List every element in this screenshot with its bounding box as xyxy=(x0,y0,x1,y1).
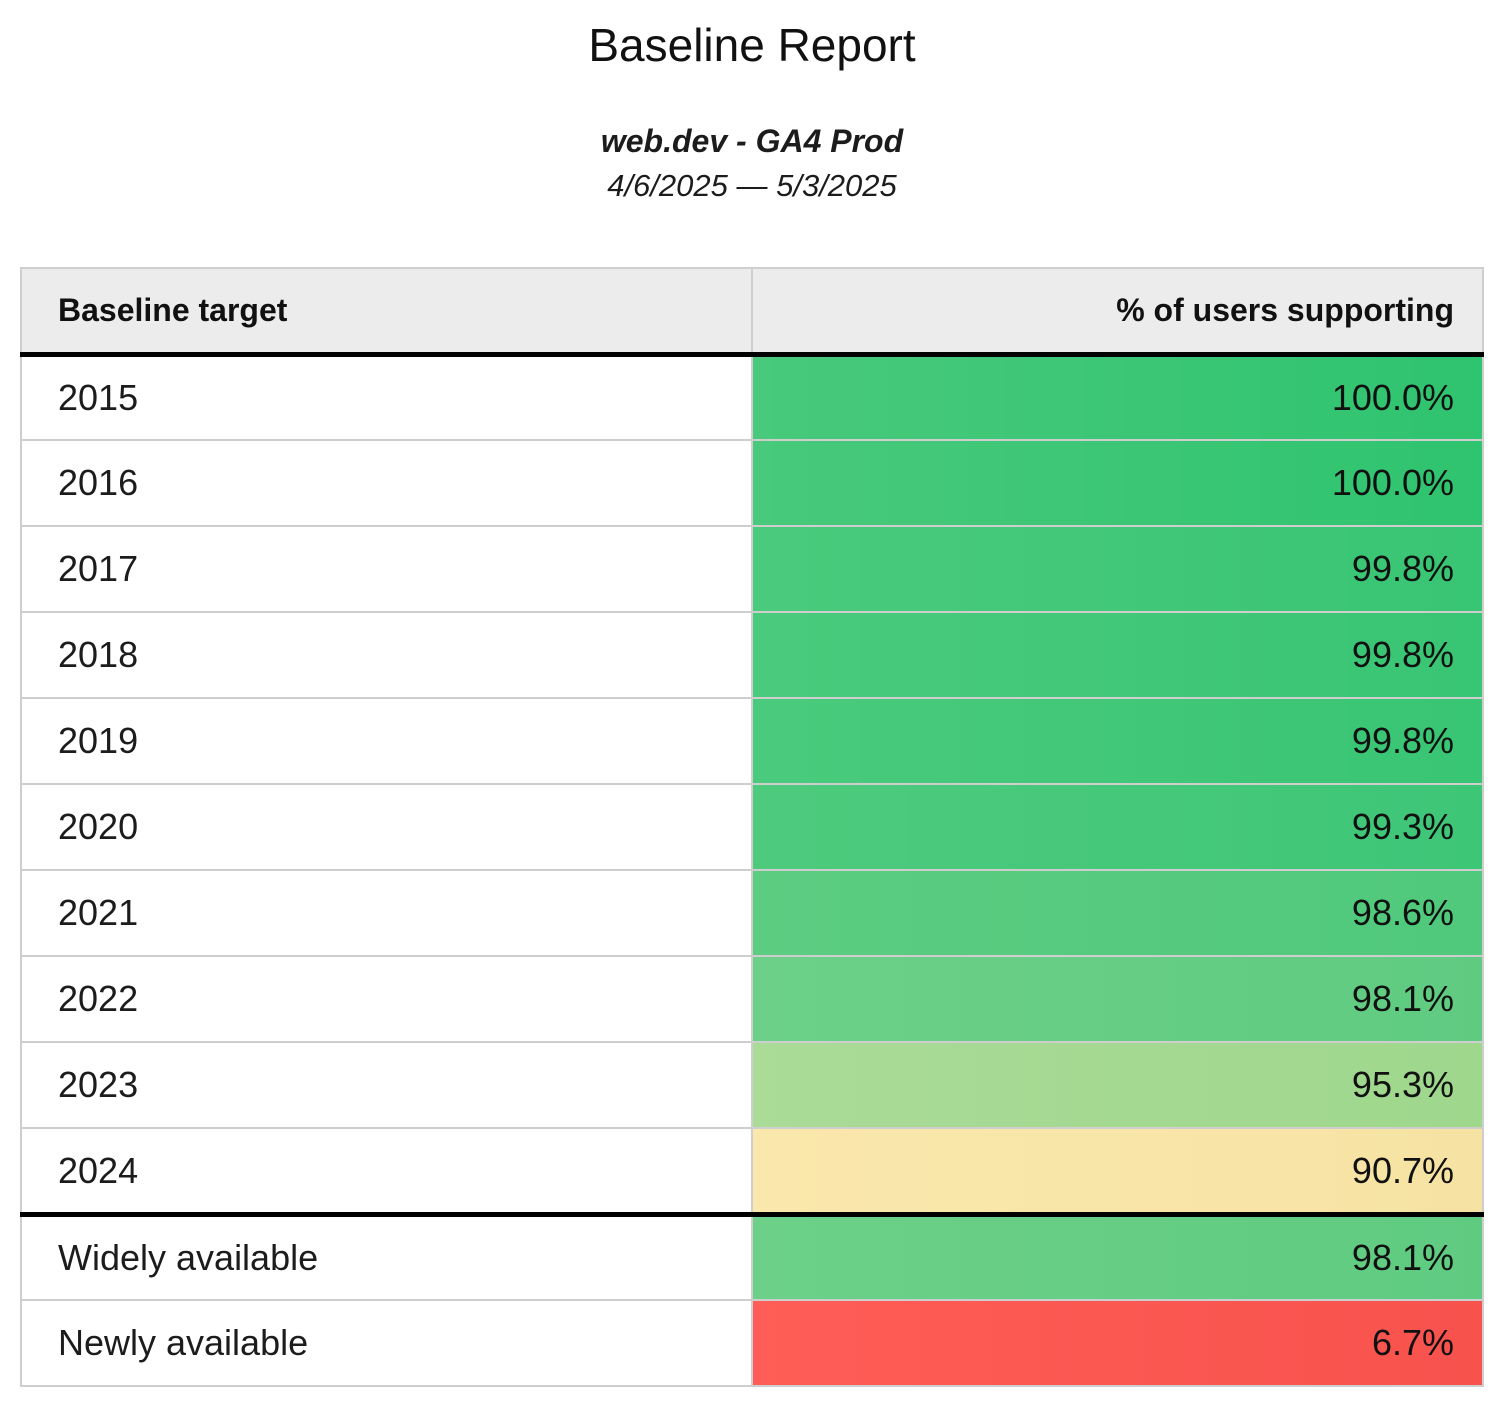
percent-supporting-cell: 99.8% xyxy=(751,525,1484,614)
report-source-property: web.dev - GA4 Prod xyxy=(600,123,904,159)
percent-supporting-cell: 98.1% xyxy=(751,955,1484,1044)
baseline-target-cell: 2019 xyxy=(20,697,753,786)
percent-supporting-cell: 6.7% xyxy=(751,1299,1484,1388)
page-title: Baseline Report xyxy=(588,19,916,71)
baseline-target-cell: Widely available xyxy=(20,1213,753,1302)
baseline-target-cell: 2018 xyxy=(20,611,753,700)
baseline-target-cell: 2015 xyxy=(20,353,753,442)
table-row: 2021 98.6% xyxy=(20,869,1484,958)
table-row: 2015 100.0% xyxy=(20,353,1484,442)
baseline-target-cell: 2020 xyxy=(20,783,753,872)
percent-supporting-cell: 100.0% xyxy=(751,439,1484,528)
report-subheader: web.dev - GA4 Prod 4/6/2025 — 5/3/2025 xyxy=(0,118,1504,209)
baseline-target-cell: 2016 xyxy=(20,439,753,528)
percent-supporting-cell: 100.0% xyxy=(751,353,1484,442)
baseline-target-cell: 2021 xyxy=(20,869,753,958)
baseline-target-cell: 2023 xyxy=(20,1041,753,1130)
table-row: 2024 90.7% xyxy=(20,1127,1484,1217)
baseline-target-cell: 2024 xyxy=(20,1127,753,1217)
table-row: 2023 95.3% xyxy=(20,1041,1484,1130)
percent-supporting-cell: 98.6% xyxy=(751,869,1484,958)
percent-supporting-cell: 99.8% xyxy=(751,611,1484,700)
percent-supporting-cell: 98.1% xyxy=(751,1213,1484,1302)
baseline-target-cell: 2017 xyxy=(20,525,753,614)
table-body: 2015 100.0% 2016 100.0% 2017 99.8% 2018 99.8% 20… xyxy=(20,353,1484,1388)
table-row: 2018 99.8% xyxy=(20,611,1484,700)
table-row: 2020 99.3% xyxy=(20,783,1484,872)
table-row: 2022 98.1% xyxy=(20,955,1484,1044)
table-header-row: Baseline target % of users supporting xyxy=(20,267,1484,357)
baseline-support-table: Baseline target % of users supporting 20… xyxy=(20,267,1484,1388)
table-row: Newly available 6.7% xyxy=(20,1299,1484,1388)
percent-supporting-cell: 95.3% xyxy=(751,1041,1484,1130)
percent-supporting-cell: 90.7% xyxy=(751,1127,1484,1217)
report-date-range: 4/6/2025 — 5/3/2025 xyxy=(607,168,897,204)
table-row: Widely available 98.1% xyxy=(20,1213,1484,1302)
percent-supporting-cell: 99.3% xyxy=(751,783,1484,872)
table-row: 2017 99.8% xyxy=(20,525,1484,614)
percent-supporting-cell: 99.8% xyxy=(751,697,1484,786)
baseline-target-cell: Newly available xyxy=(20,1299,753,1388)
baseline-target-cell: 2022 xyxy=(20,955,753,1044)
table-row: 2016 100.0% xyxy=(20,439,1484,528)
table-row: 2019 99.8% xyxy=(20,697,1484,786)
column-header-percent-users-supporting: % of users supporting xyxy=(751,267,1484,357)
column-header-baseline-target: Baseline target xyxy=(20,267,753,357)
